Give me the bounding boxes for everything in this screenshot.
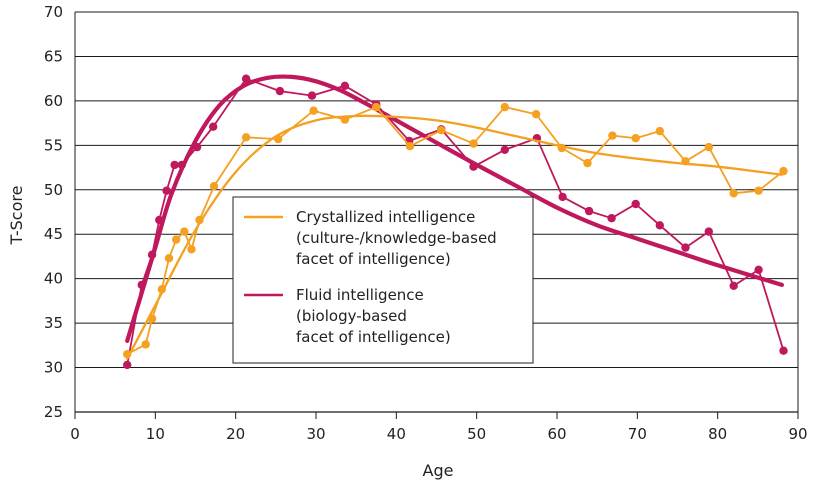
x-tick-label: 10	[146, 425, 165, 443]
fluid-data-point	[340, 81, 350, 91]
fluid-data-point	[147, 250, 157, 259]
crystallized-data-point	[557, 143, 566, 153]
crystallized-data-point	[655, 126, 664, 136]
series-layer	[123, 74, 788, 370]
fluid-data-point	[192, 142, 202, 152]
crystallized-data-point	[500, 102, 509, 112]
crystallized-data-point	[631, 134, 640, 143]
y-tick-label: 60	[44, 92, 63, 110]
y-axis-title: T-Score	[7, 186, 26, 246]
x-tick-label: 50	[467, 425, 486, 443]
crystallized-data-point	[241, 133, 251, 142]
crystallized-data-point	[157, 285, 166, 294]
fluid-data-point	[307, 91, 317, 100]
y-tick-label: 35	[44, 314, 63, 332]
crystallized-data-point	[531, 110, 541, 119]
fluid-data-point	[275, 86, 285, 96]
fluid-data-point	[241, 74, 251, 83]
x-tick-label: 90	[788, 425, 807, 443]
crystallized-data-point	[469, 139, 478, 148]
crystallized-data-point	[608, 131, 617, 140]
crystallized-data-point	[340, 115, 350, 124]
crystallized-data-point	[187, 245, 196, 254]
fluid-data-point	[704, 227, 713, 236]
fluid-data-point	[500, 145, 509, 154]
crystallized-data-point	[372, 102, 381, 112]
fluid-data-point	[655, 221, 664, 230]
y-tick-label: 50	[44, 181, 63, 199]
x-axis-title: Age	[423, 461, 454, 480]
fluid-data-point	[779, 346, 788, 355]
crystallized-data-point	[779, 166, 788, 176]
fluid-data-point	[681, 243, 690, 252]
crystallized-legend-label: Crystallized intelligence	[296, 208, 475, 226]
x-tick-label: 20	[226, 425, 245, 443]
crystallized-data-point	[195, 215, 204, 225]
fluid-data-point	[123, 360, 132, 370]
fluid-legend-label: facet of intelligence)	[296, 328, 451, 346]
crystallized-data-point	[583, 158, 592, 168]
crystallized-data-point	[754, 186, 763, 195]
legend: Crystallized intelligence (culture-/knowl…	[232, 196, 534, 364]
axes: 25 30 35 40 45 50 55 60 65 70 0 10 20 30 40 50 60 70 80 90	[44, 3, 808, 443]
crystallized-data-point	[147, 314, 157, 323]
x-tick-label: 60	[547, 425, 566, 443]
fluid-data-point	[469, 162, 478, 171]
crystallized-trend-line	[126, 114, 784, 360]
crystallized-data-point	[164, 254, 174, 263]
fluid-data-point	[558, 192, 567, 202]
crystallized-data-point	[729, 189, 738, 198]
crystallized-data-point	[123, 350, 132, 359]
fluid-data-point	[584, 206, 594, 216]
crystallized-data-point	[681, 157, 690, 166]
fluid-data-point	[170, 160, 179, 170]
y-tick-label: 30	[44, 359, 63, 377]
crystallized-legend-label: (culture-/knowledge-based	[296, 229, 497, 247]
y-tick-label: 40	[44, 270, 63, 288]
crystallized-data-point	[437, 126, 446, 135]
crystallized-data-point	[309, 106, 318, 115]
fluid-data-point	[209, 122, 218, 131]
crystallized-data-point	[172, 235, 181, 244]
fluid-data-point	[607, 214, 616, 223]
crystallized-data-point	[141, 340, 150, 349]
x-tick-label: 0	[70, 425, 80, 443]
fluid-legend-label: (biology-based	[296, 307, 407, 325]
crystallized-data-point	[180, 227, 189, 236]
legend-box	[232, 196, 534, 364]
fluid-data-point	[729, 281, 738, 290]
x-tick-label: 30	[306, 425, 325, 443]
fluid-data-point	[162, 186, 171, 195]
y-tick-label: 55	[44, 136, 63, 154]
y-tick-label: 45	[44, 225, 63, 243]
fluid-legend-label: Fluid intelligence	[296, 286, 424, 304]
fluid-data-point	[631, 199, 640, 209]
x-tick-label: 40	[387, 425, 406, 443]
y-tick-label: 70	[44, 3, 63, 21]
crystallized-data-point	[274, 134, 283, 144]
fluid-data-point	[137, 280, 146, 290]
x-tick-label: 70	[628, 425, 647, 443]
x-tick-label: 80	[708, 425, 727, 443]
y-tick-label: 25	[44, 403, 63, 421]
crystallized-data-point	[704, 142, 713, 152]
y-tick-label: 65	[44, 47, 63, 65]
fluid-data-point	[754, 265, 763, 274]
fluid-data-point	[155, 215, 164, 225]
crystallized-legend-label: facet of intelligence)	[296, 250, 451, 268]
crystallized-data-point	[405, 142, 415, 151]
crystallized-data-point	[209, 182, 219, 191]
fluid-data-point	[177, 160, 186, 170]
